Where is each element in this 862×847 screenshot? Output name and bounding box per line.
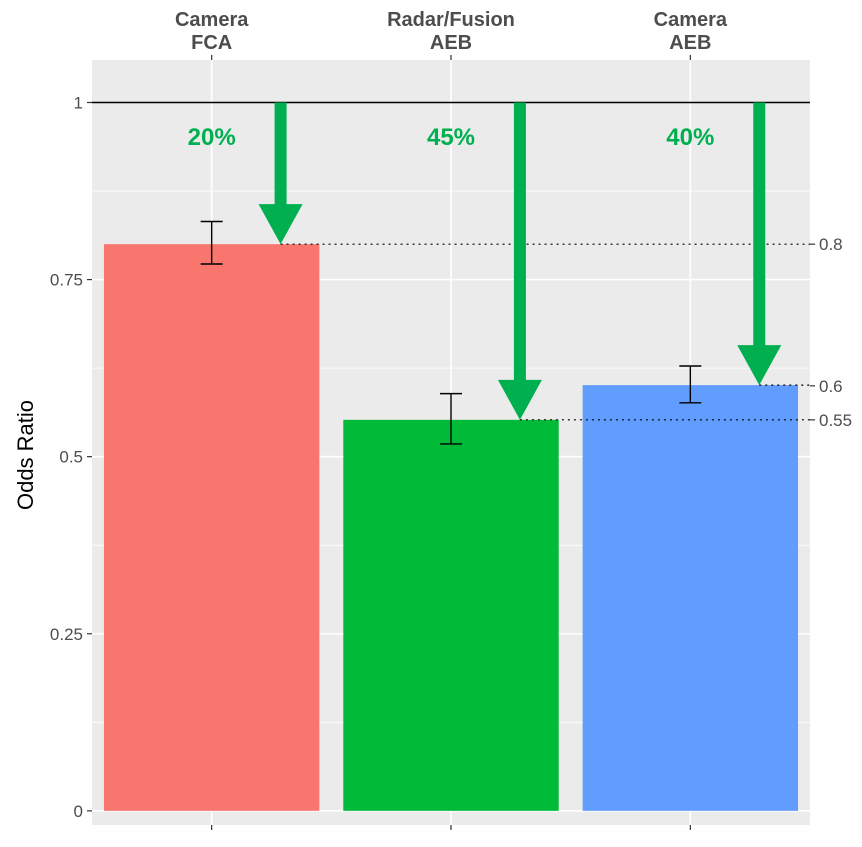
reduction-arrows bbox=[258, 102, 782, 420]
category-label-line: AEB bbox=[430, 32, 472, 54]
reduction-arrow bbox=[737, 102, 782, 386]
error-bars bbox=[200, 220, 702, 445]
bar bbox=[103, 244, 320, 811]
reference-lines bbox=[92, 101, 815, 421]
y-tick-label: 0 bbox=[74, 802, 83, 821]
reduction-percent-label: 20% bbox=[188, 124, 236, 151]
right-axis-label: 0.6 bbox=[819, 377, 843, 396]
category-label-line: Camera bbox=[175, 9, 249, 31]
reduction-arrow bbox=[497, 102, 542, 420]
y-tick-label: 0.5 bbox=[59, 448, 83, 467]
bar bbox=[343, 419, 559, 811]
bars bbox=[103, 244, 799, 811]
reduction-arrow bbox=[258, 102, 303, 245]
category-label-line: AEB bbox=[669, 32, 711, 54]
right-axis-label: 0.8 bbox=[819, 235, 843, 254]
y-axis-title: Odds Ratio bbox=[13, 400, 38, 510]
category-label: Radar/Fusion AEB bbox=[387, 9, 515, 54]
category-label: Camera AEB bbox=[654, 9, 728, 54]
category-label-line: Radar/Fusion bbox=[387, 9, 515, 31]
y-tick-label: 0.25 bbox=[50, 625, 83, 644]
y-tick-label: 0.75 bbox=[50, 271, 83, 290]
category-label-line: FCA bbox=[191, 32, 232, 54]
category-label-line: Camera bbox=[654, 9, 728, 31]
reference-line-label: 1 bbox=[74, 94, 83, 113]
reduction-percent-label: 45% bbox=[427, 124, 475, 151]
reduction-percent-label: 40% bbox=[666, 124, 714, 151]
right-axis-label: 0.55 bbox=[819, 411, 852, 430]
bar bbox=[582, 385, 799, 811]
category-label: Camera FCA bbox=[175, 9, 249, 54]
